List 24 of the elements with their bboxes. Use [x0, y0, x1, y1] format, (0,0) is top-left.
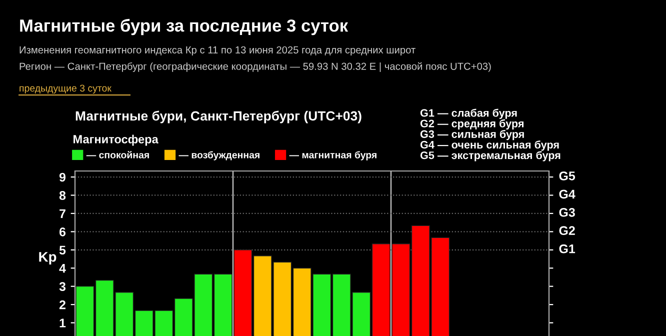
y-axis-title: Kp	[39, 252, 56, 264]
ref-line-label: G1	[559, 244, 576, 254]
ref-line-label: G4	[559, 190, 576, 199]
legend-title: Магнитосфера	[74, 134, 158, 146]
chart-subtitle: Изменения геомагнитного индекса Кр с 11 по 13 июня 2025 года для средних широт Регион — Санкт-Петербург (географические координаты — 59.93 N 30.32 E | часовой пояс UTC+03)	[20, 46, 491, 72]
text: G1 — слабая буря G2 — средняя буря G3 — сильная буря G4 — очень сильная буря G5 — экстремальная буря	[420, 108, 560, 162]
y-tick-label: 7	[60, 209, 66, 218]
y-tick-label: 3	[59, 282, 66, 292]
text: Магнитные бури, Санкт-Петербург (UTC+03)	[76, 110, 362, 124]
y-tick-label: 5	[59, 246, 66, 255]
ref-line-label: G3	[559, 208, 575, 217]
y-tick-label: 4	[59, 264, 66, 273]
ref-line-label: G2	[559, 226, 575, 236]
legend-label: — возбужденная	[178, 151, 260, 160]
legend-label: — магнитная буря	[289, 151, 376, 160]
text: предыдущие 3 суток	[20, 84, 112, 94]
y-tick-label: 2	[59, 300, 66, 310]
legend-label: — спокойная	[86, 151, 149, 158]
y-tick-label: 9	[59, 172, 66, 182]
ref-line-label: G5	[559, 172, 576, 180]
y-tick-label: 1	[60, 318, 66, 328]
y-tick-label: 8	[59, 191, 66, 200]
y-tick-label: 6	[59, 227, 66, 236]
chart-title: Магнитные бури за последние 3 суток	[20, 18, 348, 36]
